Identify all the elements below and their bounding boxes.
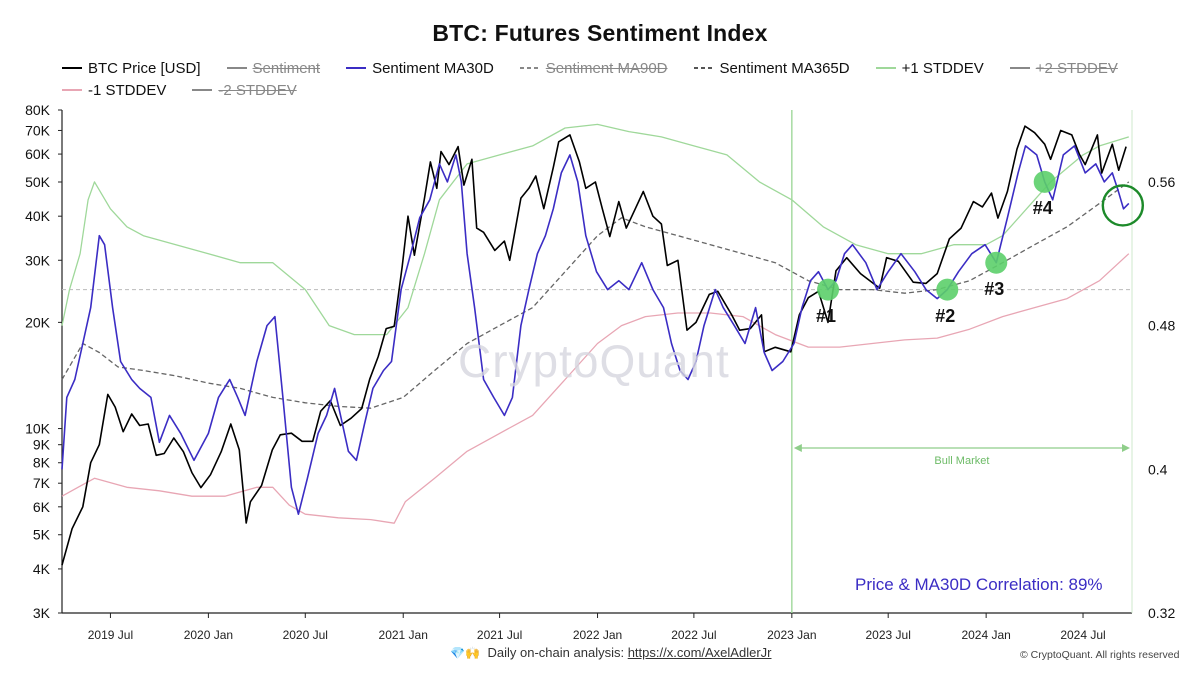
legend-label: Sentiment MA30D: [372, 59, 494, 77]
highlight-circle: [1101, 184, 1145, 227]
legend-label: -2 STDDEV: [218, 81, 297, 99]
legend-item[interactable]: Sentiment MA30D: [346, 59, 494, 77]
y-left-tick-label: 8K: [33, 455, 51, 471]
y-right-tick-label: 0.56: [1148, 174, 1175, 190]
copyright: © CryptoQuant. All rights reserved: [1020, 649, 1180, 661]
legend-label: +2 STDDEV: [1035, 59, 1118, 77]
x-tick-label: 2023 Jan: [767, 628, 816, 642]
gem-icon: 💎🙌: [450, 646, 480, 660]
x-tick-label: 2024 Jan: [961, 628, 1010, 642]
legend-item[interactable]: +2 STDDEV: [1009, 59, 1118, 77]
footer-link[interactable]: https://x.com/AxelAdlerJr: [627, 645, 772, 660]
y-left-tick-label: 5K: [33, 527, 51, 543]
marker-dot: [936, 278, 959, 301]
marker-label: #4: [1032, 197, 1053, 218]
y-left-tick-label: 6K: [33, 499, 51, 515]
correlation-annotation: Price & MA30D Correlation: 89%: [855, 575, 1103, 594]
y-left-tick-label: 60K: [25, 146, 51, 162]
y-left-tick-label: 40K: [25, 208, 51, 224]
legend-swatch: [875, 67, 896, 69]
y-right-tick-label: 0.4: [1148, 461, 1168, 477]
x-tick-label: 2023 Jul: [866, 628, 911, 642]
bull-market-arrow-right: [1122, 444, 1130, 452]
x-tick-label: 2022 Jul: [671, 628, 716, 642]
legend-label: -1 STDDEV: [88, 81, 167, 99]
x-tick-label: 2019 Jul: [88, 628, 133, 642]
minus-1-stddev-line: [61, 253, 1130, 524]
y-left-tick-label: 50K: [25, 174, 51, 190]
legend-swatch: [62, 89, 82, 91]
y-left-tick-label: 80K: [25, 102, 51, 118]
legend-label: BTC Price [USD]: [88, 59, 201, 77]
marker-label: #1: [816, 305, 837, 326]
x-tick-label: 2022 Jan: [573, 628, 622, 642]
legend-item[interactable]: -1 STDDEV: [62, 81, 166, 99]
y-right-tick-label: 0.32: [1148, 605, 1175, 621]
bull-market-arrow-left: [793, 444, 802, 452]
plus-1-stddev-line: [61, 123, 1129, 336]
legend-swatch: [693, 67, 714, 69]
bull-market-label: Bull Market: [934, 455, 989, 467]
legend-swatch: [62, 67, 82, 69]
legend-label: Sentiment MA365D: [719, 59, 850, 77]
legend-item[interactable]: BTC Price [USD]: [62, 59, 201, 77]
footer-credit: 💎🙌 Daily on-chain analysis: https://x.co…: [450, 645, 771, 660]
x-tick-label: 2021 Jul: [477, 628, 522, 642]
watermark: CryptoQuant: [458, 335, 730, 387]
legend-label: Sentiment: [252, 59, 321, 77]
legend-swatch: [1009, 67, 1030, 69]
legend-swatch: [346, 67, 367, 69]
x-tick-label: 2024 Jul: [1060, 628, 1105, 642]
y-right-tick-label: 0.48: [1148, 318, 1175, 334]
y-left-tick-label: 70K: [25, 122, 51, 138]
x-tick-label: 2020 Jul: [283, 628, 328, 642]
legend-swatch: [519, 67, 540, 69]
legend-item[interactable]: Sentiment MA365D: [693, 59, 850, 77]
legend-item[interactable]: +1 STDDEV: [875, 59, 984, 77]
chart-title: BTC: Futures Sentiment Index: [432, 20, 768, 46]
marker-label: #2: [935, 305, 956, 326]
y-left-tick-label: 3K: [33, 605, 51, 621]
legend-swatch: [226, 67, 247, 69]
x-tick-label: 2021 Jan: [379, 628, 428, 642]
marker-dot: [985, 251, 1008, 274]
legend-item[interactable]: Sentiment: [226, 59, 321, 77]
btc-price-line: [61, 125, 1127, 566]
y-left-tick-label: 9K: [33, 437, 51, 453]
legend-swatch: [192, 89, 213, 91]
x-tick-label: 2020 Jan: [184, 628, 233, 642]
footer-credit-text: Daily on-chain analysis:: [487, 645, 628, 660]
legend-item[interactable]: Sentiment MA90D: [519, 59, 668, 77]
marker-dot: [817, 278, 840, 301]
y-left-tick-label: 4K: [33, 561, 51, 577]
marker-dot: [1033, 170, 1056, 193]
y-left-tick-label: 10K: [25, 421, 51, 437]
legend: BTC Price [USD] Sentiment Sentiment MA30D S…: [62, 59, 1172, 99]
y-left-tick-label: 30K: [25, 252, 51, 268]
legend-label: Sentiment MA90D: [545, 59, 668, 77]
y-left-tick-label: 20K: [25, 314, 51, 330]
legend-item[interactable]: -2 STDDEV: [192, 81, 297, 99]
y-left-tick-label: 7K: [33, 475, 51, 491]
marker-label: #3: [984, 278, 1005, 299]
legend-label: +1 STDDEV: [901, 59, 984, 77]
